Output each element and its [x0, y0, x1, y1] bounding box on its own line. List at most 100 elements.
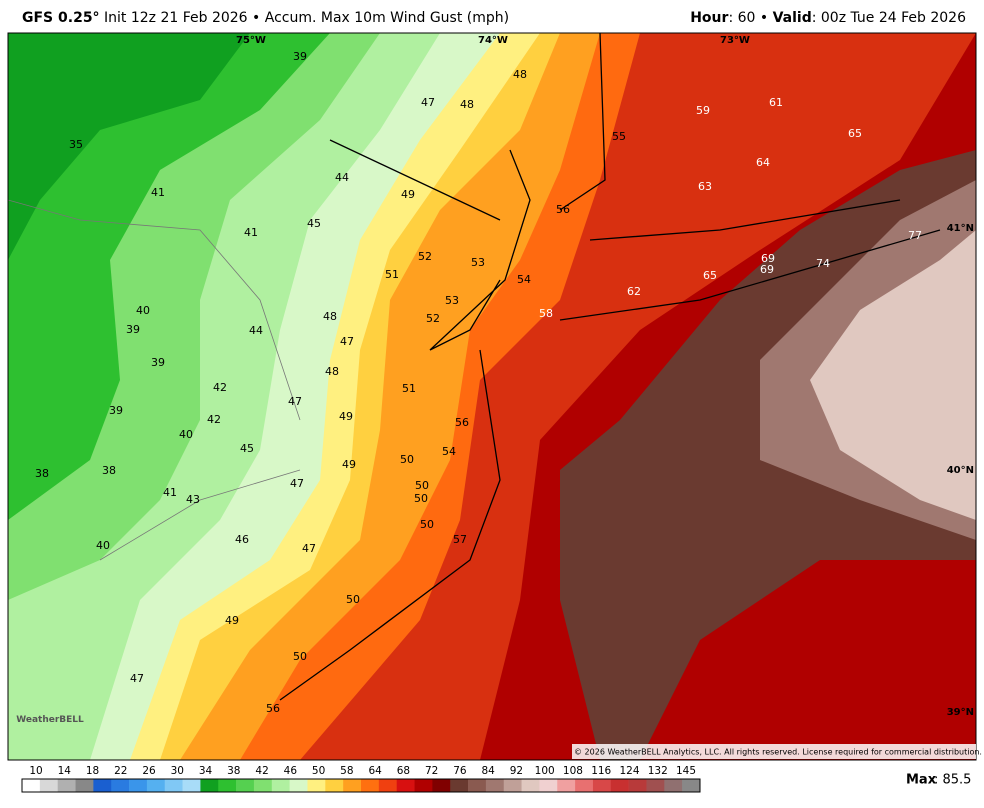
colorbar-cell: [271, 779, 290, 792]
colorbar-tick: 30: [171, 765, 184, 777]
station-value: 50: [420, 518, 434, 531]
station-value: 39: [151, 356, 165, 369]
station-value: 47: [288, 395, 302, 408]
station-value: 64: [756, 156, 770, 169]
station-value: 52: [418, 250, 432, 263]
station-value: 56: [455, 416, 469, 429]
station-value: 50: [346, 593, 360, 606]
colorbar-tick: 68: [397, 765, 410, 777]
station-value: 48: [323, 310, 337, 323]
station-value: 51: [402, 382, 416, 395]
colorbar-cell: [503, 779, 522, 792]
station-value: 40: [96, 539, 110, 552]
colorbar-cell: [521, 779, 540, 792]
colorbar-tick: 92: [510, 765, 523, 777]
station-value: 47: [130, 672, 144, 685]
station-value: 54: [517, 273, 531, 286]
colorbar-tick: 132: [648, 765, 668, 777]
station-value: 56: [266, 702, 280, 715]
model: GFS 0.25°: [22, 10, 100, 26]
station-value: 46: [235, 533, 249, 546]
station-value: 39: [109, 404, 123, 417]
station-value: 49: [339, 410, 353, 423]
colorbar-cell: [236, 779, 255, 792]
colorbar-cell: [432, 779, 451, 792]
station-value: 69: [761, 252, 775, 265]
colorbar-frame: [21, 778, 701, 793]
station-value: 69: [760, 263, 774, 276]
hour: : 60 •: [728, 10, 773, 26]
colorbar-cell: [343, 779, 362, 792]
colorbar-cell: [57, 779, 76, 792]
colorbar-cell: [361, 779, 380, 792]
station-value: 40: [179, 428, 193, 441]
station-value: 57: [453, 533, 467, 546]
station-value: 53: [445, 294, 459, 307]
hour-label: Hour: [690, 10, 729, 26]
station-value: 62: [627, 285, 641, 298]
colorbar-cell: [450, 779, 469, 792]
colorbar-tick: 72: [425, 765, 438, 777]
colorbar-cell: [628, 779, 647, 792]
colorbar-cell: [200, 779, 219, 792]
station-value: 56: [556, 203, 570, 216]
colorbar-tick: 116: [591, 765, 611, 777]
station-value: 47: [302, 542, 316, 555]
colorbar-tick: 14: [58, 765, 72, 777]
colorbar-cell: [325, 779, 344, 792]
station-value: 42: [207, 413, 221, 426]
station-value: 45: [240, 442, 254, 455]
station-value: 63: [698, 180, 712, 193]
colorbar-cell: [164, 779, 183, 792]
station-value: 50: [293, 650, 307, 663]
colorbar-tick: 108: [563, 765, 583, 777]
colorbar-tick: 145: [676, 765, 696, 777]
station-value: 41: [151, 186, 165, 199]
colorbar-tick: 26: [142, 765, 156, 777]
station-value: 52: [426, 312, 440, 325]
station-value: 77: [908, 229, 922, 242]
colorbar-tick: 34: [199, 765, 213, 777]
station-value: 49: [401, 188, 415, 201]
colorbar-tick: 124: [619, 765, 639, 777]
colorbar-cell: [75, 779, 94, 792]
map-fill: [8, 33, 976, 760]
colorbar-cell: [664, 779, 683, 792]
station-value: 61: [769, 96, 783, 109]
station-value: 48: [513, 68, 527, 81]
station-value: 43: [186, 493, 200, 506]
latitude-label: 41°N: [947, 223, 974, 234]
colorbar-cell: [129, 779, 148, 792]
colorbar-cell: [646, 779, 665, 792]
header-right: Hour: 60 • Valid: 00z Tue 24 Feb 2026: [690, 10, 966, 26]
station-value: 59: [696, 104, 710, 117]
colorbar-cell: [93, 779, 112, 792]
colorbar-cell: [378, 779, 397, 792]
station-value: 49: [225, 614, 239, 627]
station-value: 41: [244, 226, 258, 239]
colorbar-cell: [414, 779, 433, 792]
details: Init 12z 21 Feb 2026 • Accum. Max 10m Wi…: [104, 10, 510, 26]
colorbar-tick: 42: [255, 765, 268, 777]
colorbar-tick: 84: [481, 765, 495, 777]
colorbar-cell: [610, 779, 629, 792]
station-value: 51: [385, 268, 399, 281]
station-value: 42: [213, 381, 227, 394]
valid-label: Valid: [772, 10, 812, 26]
max-label: Max: [906, 773, 937, 788]
latitude-label: 40°N: [947, 465, 974, 476]
colorbar-cell: [575, 779, 594, 792]
logo: WeatherBELL: [16, 715, 84, 725]
colorbar-cell: [218, 779, 237, 792]
longitude-label: 75°W: [236, 35, 266, 46]
colorbar-cell: [396, 779, 415, 792]
longitude-label: 73°W: [720, 35, 750, 46]
station-value: 47: [421, 96, 435, 109]
colorbar-tick: 38: [227, 765, 240, 777]
station-value: 50: [414, 492, 428, 505]
station-value: 38: [102, 464, 116, 477]
header-left: GFS 0.25° Init 12z 21 Feb 2026 • Accum. …: [22, 10, 509, 26]
copyright-bg: [572, 744, 976, 759]
